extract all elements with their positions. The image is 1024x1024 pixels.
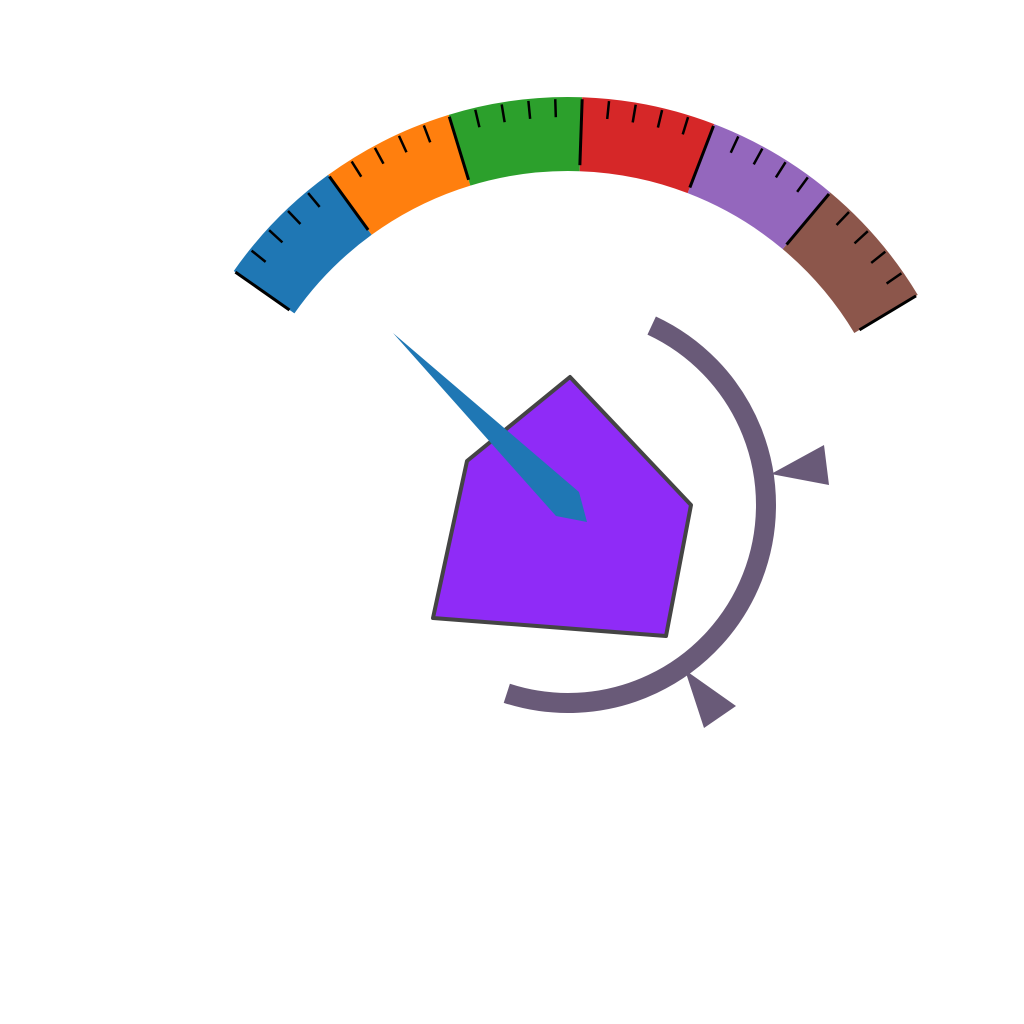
gauge-band-5 (687, 124, 831, 250)
gauge-band-6 (782, 192, 918, 333)
gauge-band-4 (579, 97, 715, 194)
minor-tick (774, 161, 787, 179)
gauge-band-3 (448, 96, 583, 186)
minor-tick (870, 250, 887, 264)
minor-tick (885, 272, 903, 285)
minor-tick (656, 109, 664, 128)
major-tick (447, 116, 471, 181)
minor-tick (527, 100, 532, 119)
major-tick (234, 270, 291, 312)
side-arc (503, 316, 776, 713)
major-tick (328, 175, 370, 231)
gauge-band-1 (233, 174, 372, 314)
major-tick (688, 125, 715, 189)
minor-tick (605, 100, 611, 120)
minor-tick (474, 109, 481, 128)
minor-tick (422, 125, 432, 143)
side-arc-group (503, 316, 829, 728)
minor-tick (287, 210, 302, 225)
minor-tick (752, 147, 764, 165)
minor-tick (268, 229, 284, 244)
minor-tick (835, 211, 850, 226)
gauge-color-bands (233, 96, 918, 333)
side-arc-marker-right (771, 445, 829, 485)
major-tick (785, 193, 831, 246)
major-tick (578, 99, 584, 166)
minor-tick (250, 249, 267, 263)
minor-tick (500, 104, 506, 123)
minor-tick (729, 135, 740, 154)
minor-tick (681, 116, 690, 135)
minor-tick (853, 230, 869, 245)
major-tick (858, 294, 917, 332)
minor-tick (350, 160, 363, 178)
gauge-needle (393, 333, 587, 522)
minor-tick (631, 104, 637, 123)
minor-tick (307, 192, 321, 208)
minor-tick (397, 135, 408, 153)
side-arc-marker-bottom (685, 670, 736, 728)
minor-tick (373, 147, 385, 165)
minor-tick (553, 99, 558, 118)
minor-tick (796, 176, 809, 193)
gauge-band-2 (328, 114, 471, 235)
gauge-ticks (234, 99, 917, 332)
